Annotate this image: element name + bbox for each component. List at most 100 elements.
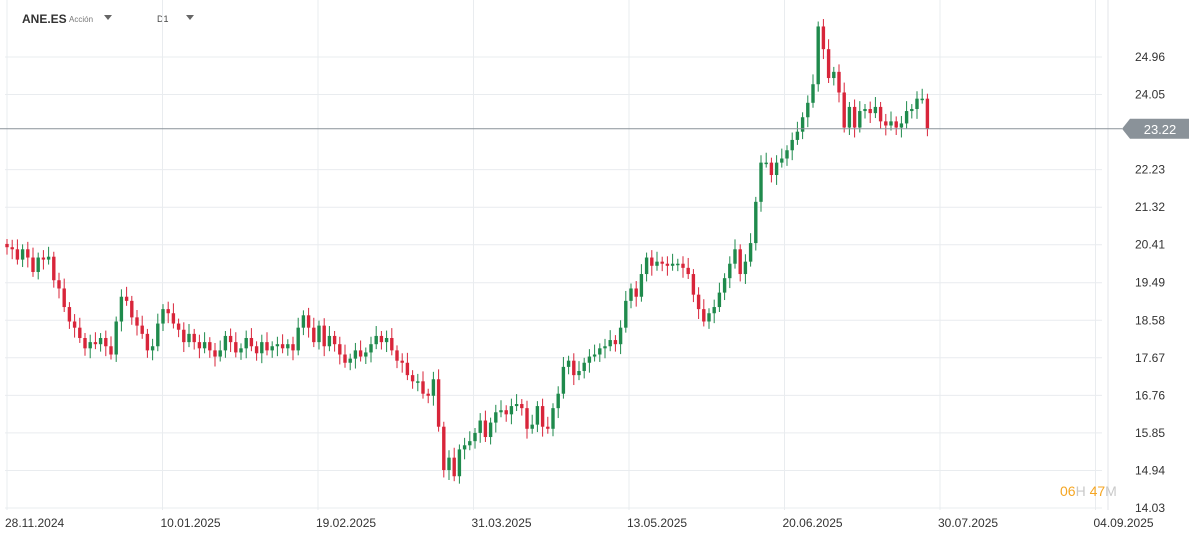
candle-body xyxy=(925,98,930,129)
candle-countdown: 06H 47M xyxy=(1060,483,1117,499)
candle-body xyxy=(691,274,696,295)
candle-body xyxy=(83,337,87,349)
candle-body xyxy=(218,350,222,357)
candle-body xyxy=(608,340,612,347)
candle-body xyxy=(754,201,758,244)
candle-body xyxy=(379,335,384,343)
candle-body xyxy=(280,344,285,349)
candle-body xyxy=(582,362,586,372)
candle-body xyxy=(686,267,690,275)
candle-body xyxy=(57,280,61,289)
y-tick-label: 21.32 xyxy=(1135,200,1165,214)
candle-body xyxy=(592,354,597,357)
candle-body xyxy=(462,445,467,450)
candle-body xyxy=(457,449,462,477)
candle-body xyxy=(806,102,810,118)
candle-body xyxy=(348,358,352,363)
candle-body xyxy=(52,256,56,281)
candle-body xyxy=(785,150,789,159)
candle-body xyxy=(837,71,841,93)
candle-body xyxy=(15,249,20,260)
candle-body xyxy=(5,243,9,248)
y-tick-label: 14.03 xyxy=(1135,501,1165,515)
countdown-minutes: 47 xyxy=(1089,483,1106,499)
candle-body xyxy=(566,360,571,367)
x-tick-label: 31.03.2025 xyxy=(472,516,532,530)
candle-body xyxy=(36,257,40,272)
candle-body xyxy=(369,344,373,353)
candle-body xyxy=(540,406,545,427)
candle-body xyxy=(291,344,295,351)
candle-body xyxy=(416,381,420,383)
candle-body xyxy=(811,84,815,103)
candle-body xyxy=(878,106,883,122)
candle-body xyxy=(119,296,124,322)
candle-body xyxy=(338,344,342,355)
candle-body xyxy=(327,335,332,347)
candle-body xyxy=(858,111,862,128)
candle-body xyxy=(239,348,243,353)
candle-body xyxy=(312,327,316,343)
candle-body xyxy=(223,335,228,351)
candle-body xyxy=(208,342,212,351)
candle-body xyxy=(504,410,508,415)
candle-body xyxy=(873,106,878,114)
candle-body xyxy=(868,108,872,114)
candle-body xyxy=(920,98,924,101)
candle-body xyxy=(358,350,363,357)
candle-body xyxy=(712,307,716,314)
candle-body xyxy=(468,441,472,446)
candle-body xyxy=(738,249,742,275)
candle-body xyxy=(790,139,794,151)
candle-body xyxy=(202,342,207,349)
candle-body xyxy=(852,106,857,128)
candle-body xyxy=(145,333,150,351)
candle-body xyxy=(488,422,493,438)
chevron-down-icon[interactable] xyxy=(104,15,112,20)
candle-body xyxy=(166,309,170,314)
candle-body xyxy=(98,337,103,345)
candle-body xyxy=(899,123,904,128)
candle-body xyxy=(769,162,774,176)
candle-body xyxy=(228,335,233,343)
candle-body xyxy=(774,162,779,176)
y-tick-label: 18.58 xyxy=(1135,313,1165,327)
symbol-selector[interactable]: ANE.ES xyxy=(22,12,67,26)
candle-body xyxy=(452,457,456,477)
candle-body xyxy=(390,337,394,351)
candle-body xyxy=(676,263,680,266)
candle-body xyxy=(707,313,711,322)
x-tick-label: 19.02.2025 xyxy=(316,516,376,530)
candle-body xyxy=(270,346,274,351)
candle-body xyxy=(161,309,165,324)
candle-body xyxy=(400,360,404,363)
candle-body xyxy=(395,350,399,361)
countdown-minutes-unit: M xyxy=(1105,483,1117,499)
candle-body xyxy=(296,327,300,351)
candle-body xyxy=(889,121,893,126)
candle-body xyxy=(234,342,238,353)
candle-body xyxy=(306,315,311,328)
chevron-down-icon[interactable] xyxy=(186,15,194,20)
candle-body xyxy=(384,337,389,343)
candle-body xyxy=(665,263,670,266)
countdown-hours-unit: H xyxy=(1075,483,1086,499)
candle-body xyxy=(644,257,649,275)
candle-body xyxy=(26,249,30,258)
current-price-label: 23.22 xyxy=(1144,122,1177,137)
candle-body xyxy=(130,300,134,318)
candle-body xyxy=(109,346,113,355)
candle-body xyxy=(780,158,784,163)
y-tick-label: 19.49 xyxy=(1135,276,1165,290)
candle-body xyxy=(187,333,191,343)
candle-body xyxy=(546,426,550,429)
candle-body xyxy=(748,243,753,262)
candle-body xyxy=(343,354,347,363)
candle-body xyxy=(192,333,196,343)
candle-body xyxy=(10,247,14,250)
candle-body xyxy=(561,366,566,394)
candle-body xyxy=(587,356,592,363)
candle-body xyxy=(910,108,914,112)
candle-body xyxy=(499,410,503,413)
